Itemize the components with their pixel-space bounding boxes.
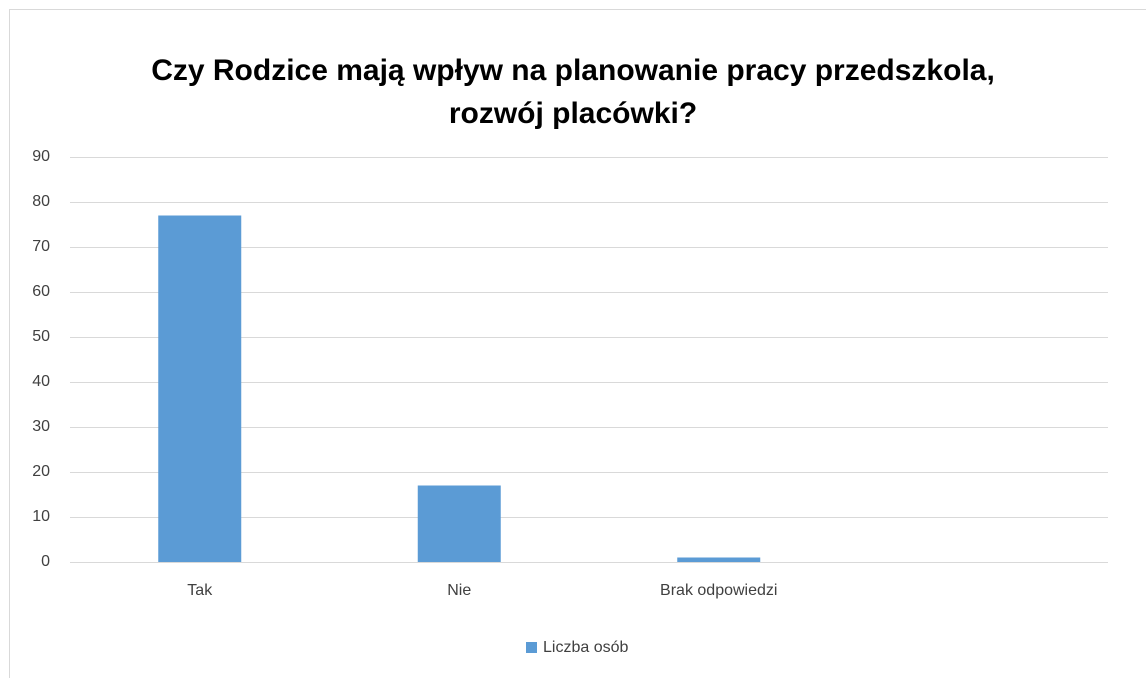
y-tick-label: 70 xyxy=(32,238,50,255)
x-tick-label: Brak odpowiedzi xyxy=(660,582,777,599)
bar xyxy=(158,215,242,562)
y-tick-label: 90 xyxy=(32,148,50,165)
bar xyxy=(677,557,761,562)
x-tick-label: Nie xyxy=(447,582,471,599)
x-tick-label: Tak xyxy=(187,582,213,599)
legend-swatch xyxy=(526,642,537,653)
bar xyxy=(417,485,501,562)
y-tick-label: 60 xyxy=(32,283,50,300)
chart-title: Czy Rodzice mają wpływ na planowanie pra… xyxy=(151,54,995,87)
y-tick-label: 50 xyxy=(32,328,50,345)
y-tick-label: 0 xyxy=(41,553,50,570)
y-tick-label: 10 xyxy=(32,508,50,525)
y-tick-label: 80 xyxy=(32,193,50,210)
y-tick-label: 30 xyxy=(32,418,50,435)
y-tick-label: 20 xyxy=(32,463,50,480)
legend-label: Liczba osób xyxy=(543,639,628,656)
chart-title: rozwój placówki? xyxy=(449,97,697,130)
y-tick-label: 40 xyxy=(32,373,50,390)
